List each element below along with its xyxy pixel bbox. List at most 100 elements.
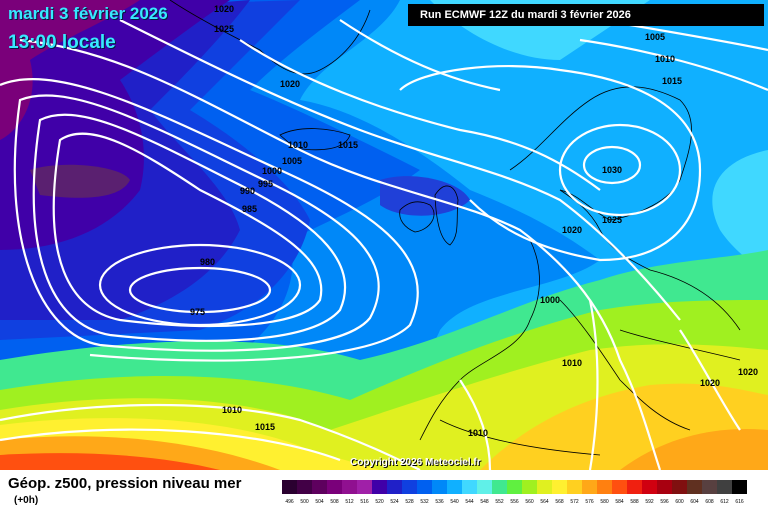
isobar-label: 1010: [468, 428, 488, 438]
color-scale-label: 612: [720, 499, 729, 505]
color-scale-label: 496: [285, 499, 294, 505]
isobar-label: 1005: [282, 156, 302, 166]
isobar-label: 975: [190, 307, 205, 317]
color-scale-swatch: [447, 480, 462, 494]
isobar-label: 1025: [214, 24, 234, 34]
color-scale-label: 500: [300, 499, 309, 505]
color-scale-label: 576: [585, 499, 594, 505]
isobar-label: 1020: [280, 79, 300, 89]
isobar-label: 1015: [662, 76, 682, 86]
color-scale-labels: 496 500 504 508 512 516 520 524 528 532 536 540 544 5…: [282, 499, 747, 505]
color-scale-swatch: [342, 480, 357, 494]
copyright-notice: Copyright 2026 Meteociel.fr: [350, 457, 481, 468]
color-scale-label: 524: [390, 499, 399, 505]
lead-time: (+0h): [14, 495, 39, 506]
color-scale-label: 600: [675, 499, 684, 505]
isobar-label: 1020: [738, 367, 758, 377]
color-scale-label: 564: [540, 499, 549, 505]
color-scale-label: 544: [465, 499, 474, 505]
color-scale-label: 616: [735, 499, 744, 505]
isobar-label: 1020: [562, 225, 582, 235]
isobar-label: 1000: [540, 295, 560, 305]
color-scale-label: 552: [495, 499, 504, 505]
color-scale-swatch: [432, 480, 447, 494]
isobar-label: 1015: [255, 422, 275, 432]
isobar-label: 1010: [222, 405, 242, 415]
isobar-label: 1010: [288, 140, 308, 150]
color-scale-swatch: [702, 480, 717, 494]
color-scale-swatch: [627, 480, 642, 494]
color-scale: [282, 480, 747, 494]
isobar-label: 1030: [602, 165, 622, 175]
color-scale-swatch: [657, 480, 672, 494]
color-scale-swatch: [672, 480, 687, 494]
color-scale-swatch: [582, 480, 597, 494]
color-scale-swatch: [492, 480, 507, 494]
color-scale-label: 536: [435, 499, 444, 505]
forecast-date: mardi 3 février 2026: [8, 4, 168, 23]
color-scale-label: 508: [330, 499, 339, 505]
color-scale-label: 512: [345, 499, 354, 505]
isobar-label: 980: [200, 257, 215, 267]
isobar-label: 1020: [700, 378, 720, 388]
color-scale-label: 556: [510, 499, 519, 505]
color-scale-label: 584: [615, 499, 624, 505]
run-info-banner: Run ECMWF 12Z du mardi 3 février 2026: [408, 4, 764, 26]
color-scale-swatch: [357, 480, 372, 494]
color-scale-swatch: [477, 480, 492, 494]
color-scale-label: 504: [315, 499, 324, 505]
geopotential-fill: [0, 0, 768, 470]
color-scale-swatch: [537, 480, 552, 494]
isobar-label: 990: [240, 186, 255, 196]
color-scale-swatch: [522, 480, 537, 494]
isobar-label: 1025: [602, 215, 622, 225]
isobar-label: 1010: [655, 54, 675, 64]
isobar-label: 985: [242, 204, 257, 214]
color-scale-label: 604: [690, 499, 699, 505]
color-scale-swatch: [402, 480, 417, 494]
color-scale-swatch: [372, 480, 387, 494]
color-scale-swatch: [462, 480, 477, 494]
color-scale-swatch: [612, 480, 627, 494]
color-scale-swatch: [567, 480, 582, 494]
color-scale-label: 568: [555, 499, 564, 505]
color-scale-swatch: [297, 480, 312, 494]
color-scale-label: 596: [660, 499, 669, 505]
color-scale-swatch: [597, 480, 612, 494]
color-scale-swatch: [642, 480, 657, 494]
color-scale-label: 516: [360, 499, 369, 505]
color-scale-label: 608: [705, 499, 714, 505]
color-scale-label: 528: [405, 499, 414, 505]
color-scale-swatch: [327, 480, 342, 494]
isobar-label: 1005: [645, 32, 665, 42]
coastlines: [169, 0, 741, 456]
color-scale-label: 580: [600, 499, 609, 505]
color-scale-swatch: [387, 480, 402, 494]
color-scale-swatch: [732, 480, 747, 494]
isobar-label: 1015: [338, 140, 358, 150]
color-scale-swatch: [552, 480, 567, 494]
field-title: Géop. z500, pression niveau mer: [8, 475, 242, 492]
isobar-label: 1000: [262, 166, 282, 176]
color-scale-label: 588: [630, 499, 639, 505]
color-scale-swatch: [312, 480, 327, 494]
color-scale-label: 540: [450, 499, 459, 505]
isobar-label: 1010: [562, 358, 582, 368]
color-scale-label: 532: [420, 499, 429, 505]
legend-footer: Géop. z500, pression niveau mer (+0h) 49…: [0, 470, 768, 512]
color-scale-label: 520: [375, 499, 384, 505]
forecast-time: 13:00 locale: [8, 32, 116, 53]
color-scale-swatch: [687, 480, 702, 494]
color-scale-label: 592: [645, 499, 654, 505]
color-scale-label: 560: [525, 499, 534, 505]
color-scale-swatch: [507, 480, 522, 494]
color-scale-swatch: [282, 480, 297, 494]
isobar-label: 995: [258, 179, 273, 189]
color-scale-label: 572: [570, 499, 579, 505]
isobar-labels: 1020 1025 1005 1010 1015 1020 1010 1015 …: [190, 4, 758, 438]
isobars: [0, 18, 768, 470]
color-scale-swatch: [717, 480, 732, 494]
color-scale-swatch: [417, 480, 432, 494]
geopotential-map: 1020 1025 1005 1010 1015 1020 1010 1015 …: [0, 0, 768, 470]
